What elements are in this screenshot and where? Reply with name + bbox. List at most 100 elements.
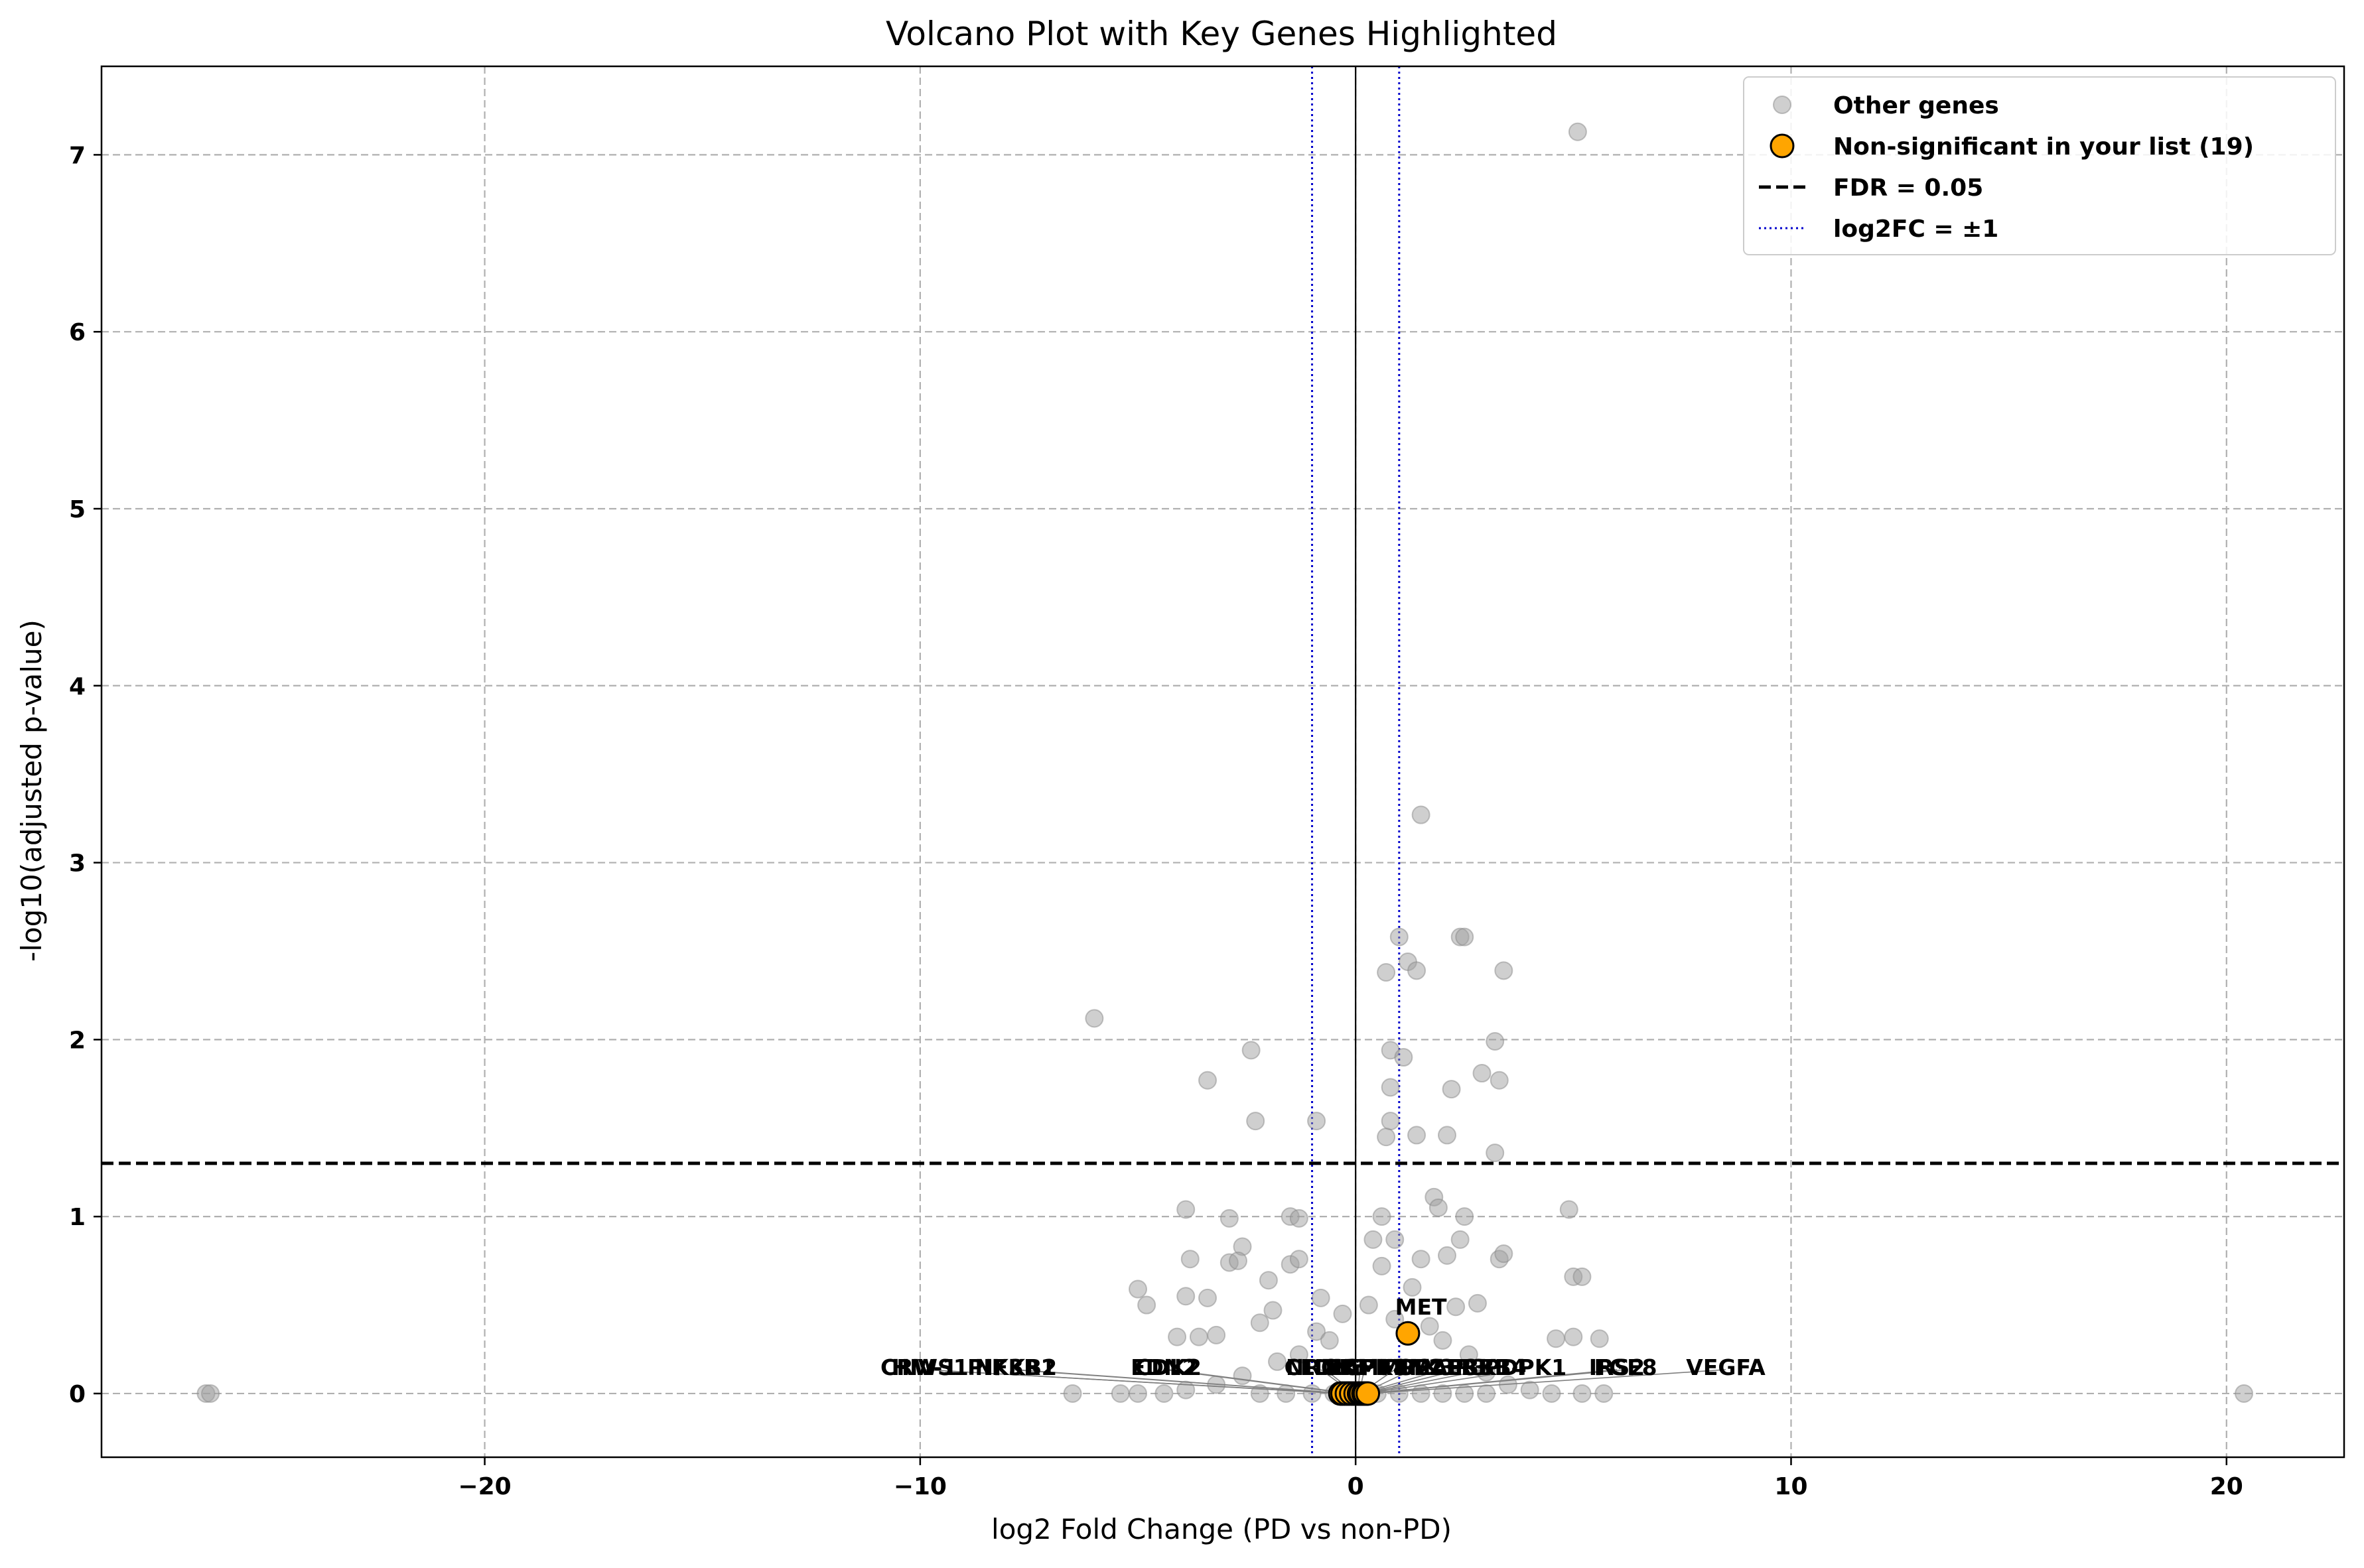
- gene-label: CRWS1: [880, 1354, 969, 1380]
- y-tick-label: 0: [69, 1381, 86, 1408]
- leader-line: [1365, 1369, 1526, 1394]
- other-gene-point: [1590, 1329, 1609, 1348]
- other-gene-point: [1198, 1071, 1217, 1090]
- other-gene-point: [1407, 1126, 1426, 1145]
- other-gene-point: [1420, 1317, 1439, 1336]
- legend-entry: FDR = 0.05: [1833, 174, 1983, 202]
- other-gene-point: [1168, 1327, 1187, 1346]
- other-gene-point: [1442, 1080, 1461, 1099]
- other-gene-point: [1176, 1200, 1196, 1219]
- other-gene-point: [1438, 1246, 1456, 1265]
- other-gene-point: [1333, 1304, 1352, 1323]
- gene-label: PIK3R1: [967, 1354, 1056, 1380]
- highlighted-gene-point: [1395, 1321, 1421, 1346]
- other-gene-point: [1377, 962, 1396, 982]
- other-gene-point: [1433, 1331, 1452, 1350]
- other-gene-point: [1438, 1126, 1456, 1145]
- other-gene-point: [1547, 1329, 1566, 1348]
- legend-entry: Non-significant in your list (19): [1833, 133, 2254, 161]
- other-gene-point: [1381, 1112, 1400, 1131]
- gene-label: NFKB2: [975, 1354, 1057, 1380]
- reference-lines: [102, 66, 2344, 1457]
- other-gene-point: [1494, 961, 1513, 980]
- other-gene-point: [1568, 122, 1587, 141]
- other-gene-point: [1277, 1384, 1296, 1403]
- legend-entry: Other genes: [1833, 92, 1999, 119]
- axis-ticks: −20 −10 0 10 20 0 1 2 3 4 5 6 7: [69, 142, 2243, 1500]
- other-gene-point: [1394, 1048, 1413, 1067]
- leader-line: [1363, 1369, 1460, 1394]
- x-tick-label: −10: [894, 1473, 947, 1500]
- gene-label: MMP2: [1357, 1354, 1432, 1380]
- other-gene-point: [1359, 1295, 1378, 1315]
- gene-label: MET: [1395, 1294, 1447, 1320]
- leader-line: [1016, 1369, 1348, 1394]
- highlighted-gene-point: [1356, 1381, 1381, 1406]
- y-axis-label: -log10(adjusted p-value): [15, 620, 48, 962]
- other-gene-point: [1385, 1309, 1405, 1329]
- other-gene-point: [1129, 1279, 1148, 1299]
- other-gene-point: [1189, 1327, 1208, 1346]
- other-gene-point: [1385, 1230, 1405, 1249]
- other-gene-point: [1572, 1384, 1592, 1403]
- gene-label: EDN2: [1131, 1354, 1198, 1380]
- other-gene-point: [1289, 1209, 1308, 1228]
- other-gene-point: [1246, 1112, 1265, 1131]
- other-gene-point: [1494, 1244, 1513, 1264]
- legend-entry: log2FC = ±1: [1833, 216, 1998, 243]
- other-gene-point: [1559, 1200, 1578, 1219]
- gene-label: HIV-1: [892, 1354, 958, 1380]
- x-tick-label: 10: [1774, 1473, 1807, 1500]
- other-gene-point: [1411, 805, 1430, 824]
- other-gene-point: [1372, 1256, 1391, 1275]
- other-gene-point: [1129, 1384, 1148, 1403]
- other-gene-point: [1311, 1288, 1330, 1307]
- gene-label: EGFR: [1328, 1354, 1393, 1380]
- grid-lines: [102, 66, 2344, 1457]
- highlighted-genes-points: [1328, 1321, 1421, 1406]
- other-gene-point: [1289, 1345, 1308, 1364]
- other-gene-point: [1176, 1287, 1196, 1306]
- leader-line: [924, 1369, 1343, 1394]
- other-gene-point: [1468, 1293, 1487, 1313]
- other-gene-point: [1372, 1207, 1391, 1226]
- gene-label: NRGR: [1286, 1354, 1356, 1380]
- y-tick-label: 7: [69, 142, 86, 169]
- other-gene-point: [1063, 1384, 1082, 1403]
- other-gene-point: [1477, 1384, 1496, 1403]
- other-gene-point: [1450, 1230, 1470, 1249]
- chart-title: Volcano Plot with Key Genes Highlighted: [886, 15, 1557, 53]
- y-tick-label: 4: [69, 673, 86, 700]
- other-gene-point: [1241, 1041, 1261, 1060]
- gene-label: MAP3K1: [1409, 1354, 1511, 1380]
- other-gene-point: [1446, 1297, 1466, 1317]
- other-gene-point: [1472, 1064, 1492, 1083]
- gene-label: PDPK1: [1484, 1354, 1566, 1380]
- other-gene-point: [1263, 1301, 1283, 1320]
- other-gene-point: [1268, 1352, 1287, 1371]
- other-gene-point: [1411, 1250, 1430, 1269]
- gene-label: MAPK8: [1321, 1354, 1408, 1380]
- other-gene-point: [1307, 1322, 1326, 1341]
- other-gene-point: [1486, 1032, 1505, 1051]
- other-gene-point: [1250, 1313, 1269, 1333]
- gene-label: ERBB4: [1446, 1354, 1526, 1380]
- other-gene-point: [1486, 1143, 1505, 1163]
- other-gene-point: [1459, 1345, 1478, 1364]
- legend: Other genes Non-significant in your list …: [1743, 76, 2336, 255]
- other-gene-point: [1428, 1198, 1448, 1217]
- gene-label: IRS2: [1589, 1354, 1645, 1380]
- other-gene-point: [1407, 961, 1426, 980]
- other-gene-point: [1403, 1277, 1422, 1297]
- other-gene-point: [1455, 927, 1474, 947]
- other-gene-point: [1377, 1128, 1396, 1147]
- other-gene-point: [1207, 1325, 1226, 1344]
- other-gene-point: [1289, 1250, 1308, 1269]
- other-gene-point: [1198, 1288, 1217, 1307]
- gene-label: VEGFA: [1686, 1354, 1766, 1380]
- other-gene-point: [1219, 1209, 1239, 1228]
- x-tick-label: 20: [2210, 1473, 2243, 1500]
- legend-marker-highlight: [1770, 133, 1795, 159]
